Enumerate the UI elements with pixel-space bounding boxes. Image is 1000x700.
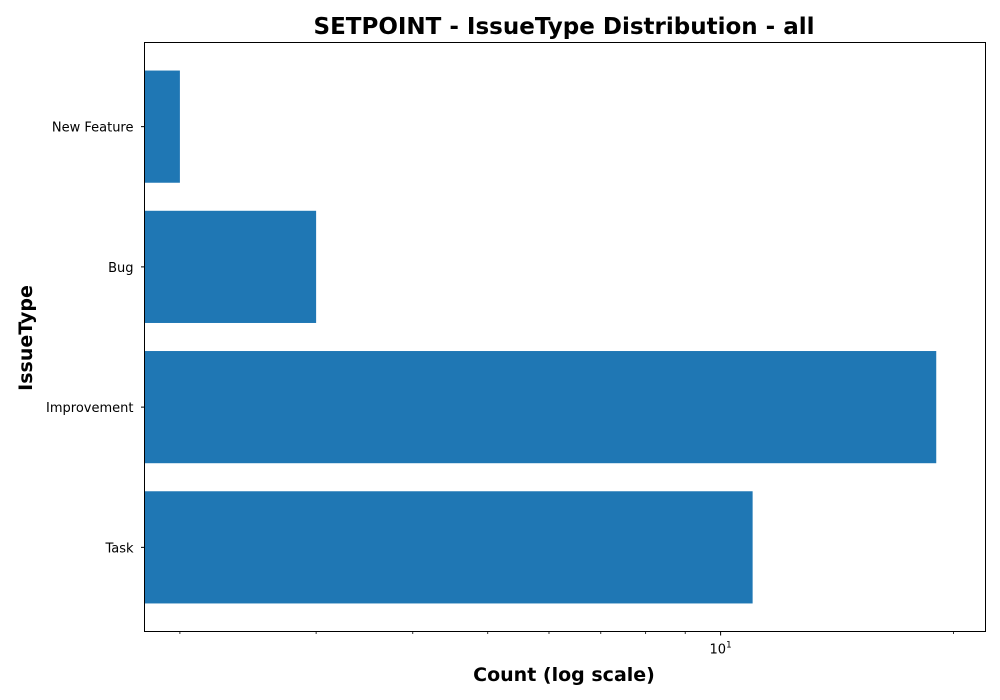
y-tick-label: Bug (108, 261, 133, 276)
bar-task (144, 491, 753, 604)
plot-frame (144, 42, 986, 632)
x-tick-label: 101 (709, 641, 731, 658)
y-tick-label: New Feature (52, 121, 134, 136)
bars-layer (144, 70, 937, 604)
bar-improvement (144, 351, 937, 464)
bar-bug (144, 210, 317, 323)
y-axis-label: IssueType (15, 285, 37, 391)
bar-new-feature (144, 70, 180, 183)
x-axis-label: Count (log scale) (473, 664, 655, 686)
y-tick-label: Improvement (46, 401, 133, 416)
chart-title: SETPOINT - IssueType Distribution - all (314, 14, 815, 40)
x-axis-ticks: 101 (179, 631, 954, 658)
y-axis-ticks: Task Improvement Bug New Feature (46, 121, 145, 556)
y-tick-label: Task (104, 541, 134, 556)
